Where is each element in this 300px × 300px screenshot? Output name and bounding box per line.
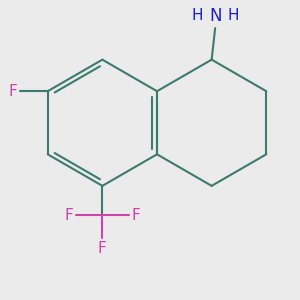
Text: H: H (228, 8, 239, 22)
Text: F: F (64, 208, 73, 223)
Text: H: H (191, 8, 202, 22)
Text: N: N (209, 7, 221, 25)
Text: F: F (98, 242, 107, 256)
Text: F: F (8, 84, 17, 99)
Text: F: F (132, 208, 141, 223)
